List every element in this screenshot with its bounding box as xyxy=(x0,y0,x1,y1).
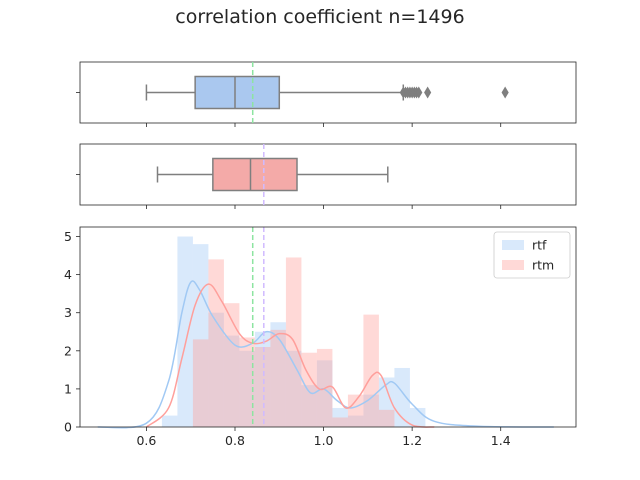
y-tick-label: 2 xyxy=(64,343,72,358)
y-tick-label: 4 xyxy=(64,267,72,282)
y-tick-label: 1 xyxy=(64,381,72,396)
chart-title: correlation coefficient n=1496 xyxy=(175,6,465,28)
rtm-hist-bar-10 xyxy=(347,394,364,427)
rtf-hist-bar-10 xyxy=(316,360,333,427)
x-tick-label: 0.8 xyxy=(225,433,245,448)
rtm-hist-bar-3 xyxy=(239,337,255,427)
x-tick-label: 1.2 xyxy=(402,433,422,448)
rtm-hist-bar-7 xyxy=(301,352,317,427)
x-tick-label: 1.0 xyxy=(314,433,334,448)
rtf-hist-bar-0 xyxy=(161,415,178,427)
histogram-panel: 0.6 0.8 1.0 1.2 1.4 0 1 2 3 4 5 rtf rtm xyxy=(64,226,577,448)
rtm-hist-bar-9 xyxy=(332,417,348,427)
rtf-hist-bar-15 xyxy=(394,367,410,427)
rtf-boxplot-box xyxy=(194,75,281,110)
rtm-hist-bar-0 xyxy=(192,339,209,427)
rtm-hist-bar-11 xyxy=(363,314,379,427)
rtm-kde-curve xyxy=(145,283,435,428)
rtf-legend-swatch xyxy=(502,240,524,250)
rtf-hist-bar-12 xyxy=(347,415,364,427)
y-tick-label: 0 xyxy=(64,420,72,435)
legend-box xyxy=(493,231,571,279)
rtf-hist-bar-2 xyxy=(192,244,209,427)
rtf-hist-bar-9 xyxy=(301,385,317,427)
rtf-hist-bar-6 xyxy=(254,331,271,427)
rtf-legend-label: rtf xyxy=(532,238,547,253)
rtm-boxplot-panel xyxy=(76,143,577,209)
rtm-hist-bar-4 xyxy=(254,347,271,427)
rtm-legend-swatch xyxy=(502,260,524,270)
rtf-boxplot-outlier-8 xyxy=(424,86,432,99)
rtf-hist-bar-14 xyxy=(378,377,395,427)
x-tick-label: 0.6 xyxy=(136,433,156,448)
rtf-boxplot-frame xyxy=(79,61,577,124)
rtf-kde-curve xyxy=(97,280,554,429)
rtf-boxplot-panel xyxy=(76,61,577,127)
y-tick-label: 3 xyxy=(64,305,72,320)
rtf-hist-bar-7 xyxy=(270,322,286,427)
rtf-hist-bar-1 xyxy=(177,236,193,427)
rtm-hist-bar-5 xyxy=(270,329,286,427)
y-tick-label: 5 xyxy=(64,229,72,244)
rtm-boxplot-box xyxy=(212,157,298,192)
rtm-hist-bar-12 xyxy=(378,409,395,427)
rtf-hist-bar-4 xyxy=(223,335,240,427)
rtm-hist-bar-1 xyxy=(208,259,224,427)
hist-frame xyxy=(79,226,577,428)
x-tick-label: 1.4 xyxy=(491,433,511,448)
rtm-hist-bar-2 xyxy=(223,303,240,427)
rtm-legend-label: rtm xyxy=(532,258,554,273)
rtf-hist-bar-3 xyxy=(208,312,224,427)
rtm-boxplot-frame xyxy=(79,143,577,206)
rtf-boxplot-outlier-7 xyxy=(415,86,423,99)
rtf-hist-bar-5 xyxy=(239,350,255,427)
rtf-boxplot-outlier-9 xyxy=(501,86,509,99)
rtf-hist-bar-11 xyxy=(332,407,348,427)
rtf-hist-bar-13 xyxy=(363,394,379,427)
